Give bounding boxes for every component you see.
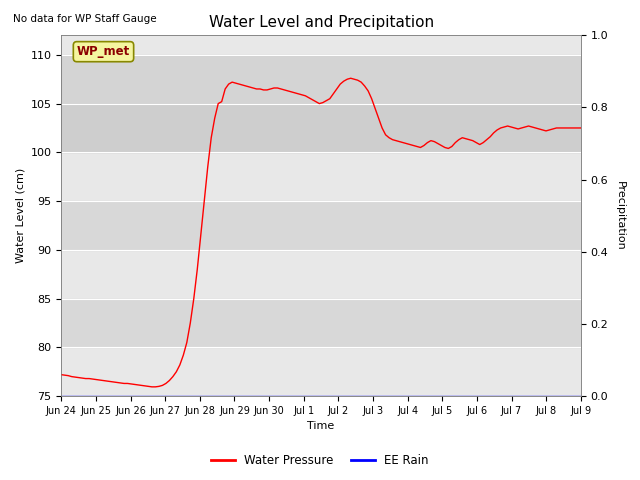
Title: Water Level and Precipitation: Water Level and Precipitation — [209, 15, 434, 30]
Legend: Water Pressure, EE Rain: Water Pressure, EE Rain — [207, 449, 433, 472]
Text: No data for WP Staff Gauge: No data for WP Staff Gauge — [13, 14, 156, 24]
Bar — [61, 104, 581, 152]
Bar — [61, 201, 581, 250]
Y-axis label: Precipitation: Precipitation — [615, 181, 625, 251]
Bar — [61, 55, 581, 152]
X-axis label: Time: Time — [307, 421, 335, 432]
Text: WP_met: WP_met — [77, 45, 130, 58]
Bar — [61, 299, 581, 348]
Y-axis label: Water Level (cm): Water Level (cm) — [15, 168, 25, 264]
